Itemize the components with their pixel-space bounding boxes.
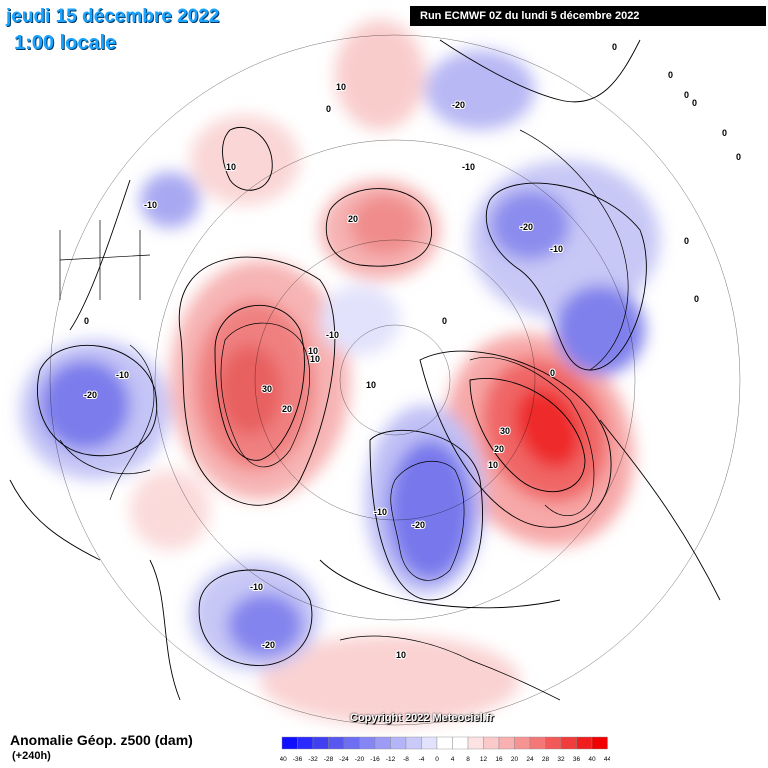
contour-label: 10 <box>336 82 346 92</box>
color-legend: -40-36-32-28-24-20-16-12-8-4048121620242… <box>280 736 610 763</box>
graticule <box>49 34 741 726</box>
contour-label: 0 <box>612 42 617 52</box>
legend-swatch <box>483 736 500 750</box>
contour-label: -10 <box>250 582 263 592</box>
legend-tick-label: -36 <box>293 756 303 763</box>
legend-swatch <box>545 736 562 750</box>
contour-label: 10 <box>366 380 376 390</box>
legend-tick-label: -40 <box>280 756 287 763</box>
contour-label: 0 <box>694 294 699 304</box>
legend-tick-label: -32 <box>308 756 318 763</box>
contour-label: 0 <box>326 104 331 114</box>
legend-tick-label: 4 <box>451 756 455 763</box>
legend-swatch <box>591 736 608 750</box>
contour-label: 10 <box>488 460 498 470</box>
legend-swatch <box>297 736 314 750</box>
legend-swatch <box>514 736 531 750</box>
contour-label: 0 <box>442 316 447 326</box>
legend-swatch <box>421 736 438 750</box>
anomaly-field <box>20 20 660 725</box>
contour-label: -10 <box>550 244 563 254</box>
legend-swatch <box>436 736 453 750</box>
forecast-date: jeudi 15 décembre 2022 <box>6 6 220 27</box>
contour-label: 10 <box>226 162 236 172</box>
legend-swatch <box>312 736 329 750</box>
contour-label: 0 <box>550 368 555 378</box>
map-title: Anomalie Géop. z500 (dam) <box>10 732 193 748</box>
contour-label: 0 <box>684 236 689 246</box>
contour-label: 10 <box>310 354 320 364</box>
contour-label: -20 <box>452 100 465 110</box>
legend-tick-label: -16 <box>370 756 380 763</box>
contour-label: 30 <box>262 384 272 394</box>
contour-label: 10 <box>308 346 318 356</box>
contour-label: 20 <box>494 444 504 454</box>
legend-tick-label: 0 <box>435 756 439 763</box>
legend-tick-label: 12 <box>480 756 488 763</box>
legend-swatch <box>281 736 298 750</box>
legend-swatch <box>498 736 515 750</box>
legend-swatch <box>576 736 593 750</box>
legend-tick-label: -12 <box>386 756 396 763</box>
contour-label: 0 <box>722 128 727 138</box>
legend-swatch <box>452 736 469 750</box>
contour-label: 0 <box>692 98 697 108</box>
contour-label: -20 <box>412 520 425 530</box>
contour-label: 0 <box>736 152 741 162</box>
contour-label: -20 <box>262 640 275 650</box>
legend-tick-label: -20 <box>355 756 365 763</box>
legend-tick-label: 20 <box>511 756 519 763</box>
forecast-time: 1:00 locale <box>14 32 117 54</box>
legend-tick-label: 24 <box>526 756 534 763</box>
contour-labels: 10 0 -20 0 0 0 0 0 0 10 -10 20 -10 -20 -… <box>83 41 742 661</box>
legend-swatch <box>467 736 484 750</box>
coastlines <box>59 129 629 701</box>
legend-swatch <box>328 736 345 750</box>
legend-tick-label: -4 <box>419 756 425 763</box>
contour-label: 20 <box>348 214 358 224</box>
legend-tick-label: 44 <box>604 756 610 763</box>
legend-swatch <box>359 736 376 750</box>
contour-label: 0 <box>684 90 689 100</box>
contour-label: -10 <box>374 507 387 517</box>
contour-label: -10 <box>462 162 475 172</box>
contour-label: -10 <box>116 370 129 380</box>
legend-tick-label: 28 <box>542 756 550 763</box>
legend-swatch <box>405 736 422 750</box>
contour-label: -10 <box>144 200 157 210</box>
legend-swatch <box>374 736 391 750</box>
contour-label: 0 <box>668 70 673 80</box>
legend-tick-label: 8 <box>466 756 470 763</box>
legend-swatch <box>529 736 546 750</box>
legend-tick-label: -28 <box>324 756 334 763</box>
legend-tick-label: 16 <box>495 756 503 763</box>
run-info: Run ECMWF 0Z du lundi 5 décembre 2022 <box>410 6 766 26</box>
contour-label: 10 <box>396 650 406 660</box>
contour-label: 30 <box>500 426 510 436</box>
legend-swatch <box>390 736 407 750</box>
forecast-lead-time: (+240h) <box>12 750 51 762</box>
contour-label: -20 <box>520 222 533 232</box>
legend-tick-label: 36 <box>573 756 581 763</box>
legend-tick-label: 40 <box>588 756 596 763</box>
contour-label: 0 <box>84 316 89 326</box>
copyright: Copyright 2022 Meteociel.fr <box>350 712 494 724</box>
legend-tick-label: -8 <box>403 756 409 763</box>
legend-tick-label: -24 <box>339 756 349 763</box>
legend-swatch <box>343 736 360 750</box>
legend-tick-label: 32 <box>557 756 565 763</box>
contour-label: -10 <box>326 330 339 340</box>
contour-label: 20 <box>282 404 292 414</box>
legend-swatch <box>560 736 577 750</box>
contour-label: -20 <box>84 390 97 400</box>
